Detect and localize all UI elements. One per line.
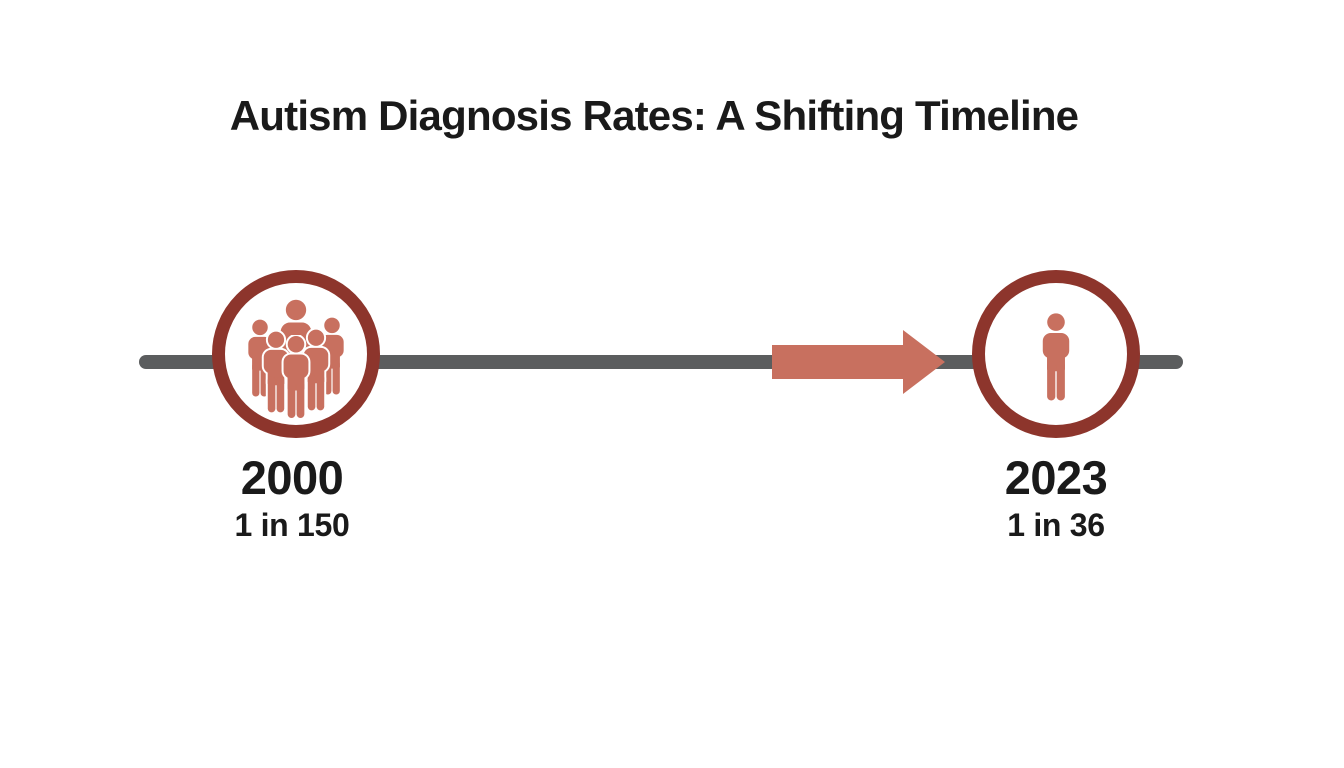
page-title: Autism Diagnosis Rates: A Shifting Timel… <box>229 92 1079 139</box>
single-person-icon <box>1042 313 1070 401</box>
end-caption: 2023 1 in 36 <box>1005 452 1108 543</box>
end-rate-label: 1 in 36 <box>1007 506 1105 543</box>
start-caption: 2000 1 in 150 <box>234 452 349 543</box>
right-arrow-icon <box>772 330 945 394</box>
start-rate-label: 1 in 150 <box>234 506 350 543</box>
start-year-label: 2000 <box>240 451 344 504</box>
timeline-node-start <box>212 270 380 438</box>
group-of-people-icon <box>246 283 346 425</box>
end-year-label: 2023 <box>1004 451 1108 504</box>
timeline-node-end <box>972 270 1140 438</box>
